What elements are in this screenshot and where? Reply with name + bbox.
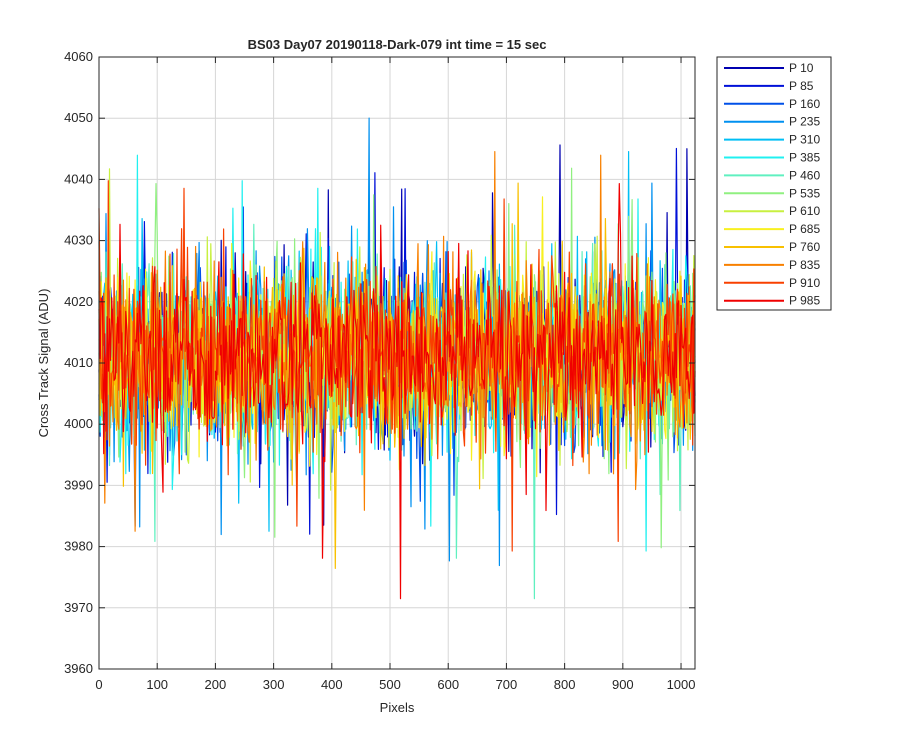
axis-ticks: 0 100 200 300 400 500 600 700 800 900 1000 3960 3970… — [64, 49, 695, 692]
x-tick-label: 200 — [205, 677, 227, 692]
x-axis-label: Pixels — [380, 700, 415, 715]
series-line — [98, 183, 696, 600]
y-tick-label: 4020 — [64, 294, 93, 309]
legend-label: P 535 — [789, 186, 820, 200]
x-tick-label: 500 — [379, 677, 401, 692]
legend-label: P 385 — [789, 151, 820, 165]
x-tick-label: 1000 — [667, 677, 696, 692]
y-tick-label: 4000 — [64, 416, 93, 431]
x-tick-label: 800 — [554, 677, 576, 692]
x-tick-label: 0 — [95, 677, 102, 692]
y-tick-label: 3990 — [64, 477, 93, 492]
y-tick-label: 3960 — [64, 661, 93, 676]
legend-label: P 910 — [789, 276, 820, 290]
legend-box — [716, 56, 832, 311]
y-tick-label: 3970 — [64, 600, 93, 615]
legend-label: P 985 — [789, 294, 820, 308]
x-tick-label: 900 — [612, 677, 634, 692]
x-tick-label: 600 — [437, 677, 459, 692]
y-tick-label: 4040 — [64, 171, 93, 186]
y-tick-label: 4030 — [64, 233, 93, 248]
legend-label: P 235 — [789, 115, 820, 129]
y-tick-label: 3980 — [64, 539, 93, 554]
legend-label: P 685 — [789, 222, 820, 236]
legend-label: P 10 — [789, 61, 814, 75]
chart-title: BS03 Day07 20190118-Dark-079 int time = … — [248, 37, 547, 52]
legend-label: P 610 — [789, 204, 820, 218]
x-tick-label: 100 — [146, 677, 168, 692]
x-tick-label: 400 — [321, 677, 343, 692]
y-axis-label: Cross Track Signal (ADU) — [36, 289, 51, 438]
y-tick-label: 4050 — [64, 110, 93, 125]
legend-label: P 160 — [789, 97, 820, 111]
legend-label: P 310 — [789, 133, 820, 147]
legend-label: P 835 — [789, 258, 820, 272]
y-tick-label: 4060 — [64, 49, 93, 64]
series-lines — [98, 117, 696, 600]
y-tick-label: 4010 — [64, 355, 93, 370]
legend-label: P 760 — [789, 240, 820, 254]
legend-label: P 460 — [789, 168, 820, 182]
x-tick-label: 700 — [496, 677, 518, 692]
legend: P 10 P 85 P 160 P 235 P 310 P 385 P 460 P 535 P … — [716, 56, 832, 311]
legend-label: P 85 — [789, 79, 814, 93]
x-tick-label: 300 — [263, 677, 285, 692]
